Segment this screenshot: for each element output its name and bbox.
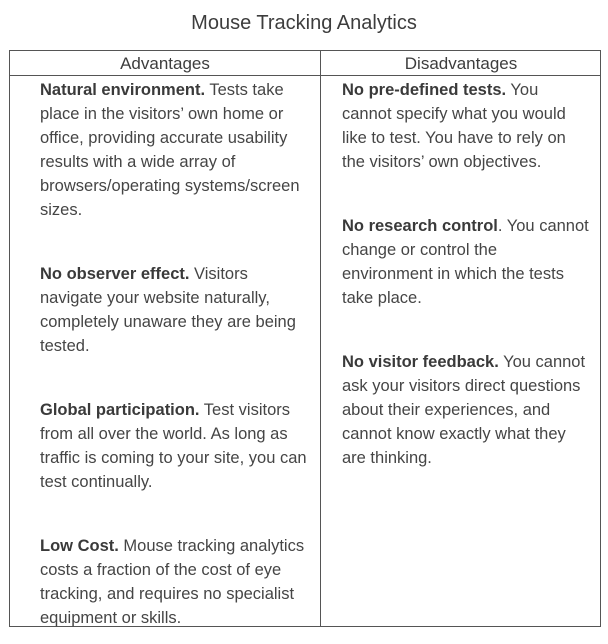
item-heading: No pre-defined tests. [342, 81, 507, 99]
page-title: Mouse Tracking Analytics [191, 12, 417, 34]
header-disadvantages: Disadvantages [404, 54, 518, 73]
advantage-item: Natural environment. Tests take place in… [40, 78, 312, 222]
item-text: You cannot ask your visitors direct ques… [342, 353, 586, 467]
item-text: . You cannot change or control the envir… [342, 217, 589, 307]
item-heading: Natural environment. [40, 81, 206, 99]
item-text: Test visitors from all over the world. A… [40, 401, 307, 491]
disadvantage-item: No pre-defined tests. You cannot specify… [342, 78, 592, 174]
disadvantage-item: No visitor feedback. You cannot ask your… [342, 350, 592, 470]
comparison-table: Advantages Disadvantages [9, 50, 601, 627]
item-text: You cannot specify what you would like t… [342, 81, 566, 171]
header-divider [10, 75, 600, 76]
item-text: Visitors navigate your website naturally… [40, 265, 296, 355]
advantage-item: Global participation. Test visitors from… [40, 398, 308, 494]
item-heading: No observer effect. [40, 265, 190, 283]
disadvantage-item: No research control. You cannot change o… [342, 214, 592, 310]
item-heading: Low Cost. [40, 537, 119, 555]
item-heading: Global participation. [40, 401, 200, 419]
column-divider [320, 51, 321, 626]
header-advantages: Advantages [120, 54, 210, 73]
advantage-item: No observer effect. Visitors navigate yo… [40, 262, 302, 358]
item-text: Mouse tracking analytics costs a fractio… [40, 537, 305, 627]
item-heading: No research control [342, 217, 498, 235]
item-heading: No visitor feedback. [342, 353, 499, 371]
item-text: Tests take place in the visitors’ own ho… [40, 81, 300, 219]
advantage-item: Low Cost. Mouse tracking analytics costs… [40, 534, 312, 630]
